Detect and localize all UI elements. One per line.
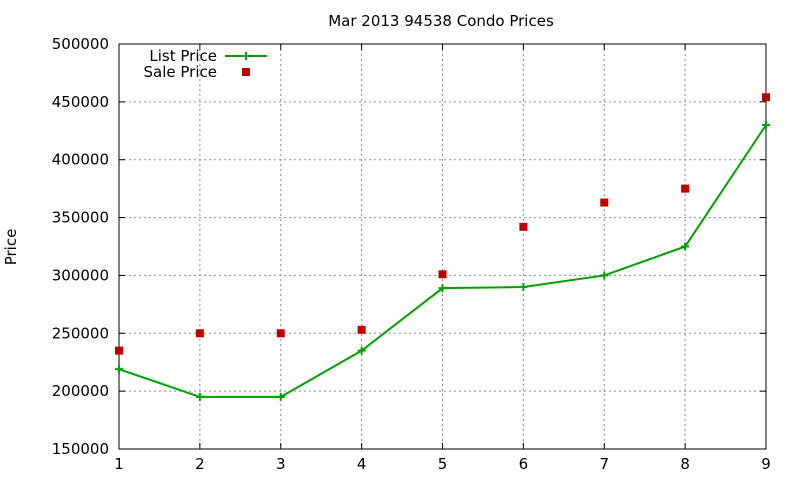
y-tick-label: 450000 — [52, 93, 109, 111]
x-tick-label: 6 — [519, 455, 529, 473]
x-tick-label: 5 — [438, 455, 448, 473]
data-point-sale-price — [600, 198, 609, 207]
legend-label-sale-price: Sale Price — [144, 63, 217, 81]
data-point-list-price — [195, 392, 204, 401]
chart-title: Mar 2013 94538 Condo Prices — [328, 12, 554, 30]
y-axis-label: Price — [2, 229, 20, 266]
series-layer — [115, 93, 770, 401]
axes: 1 2 3 4 5 6 7 8 9 150000 200000 250000 300000 350000 4… — [52, 35, 771, 473]
data-point-sale-price — [519, 222, 528, 231]
x-tick-label: 8 — [680, 455, 690, 473]
y-tick-label: 500000 — [52, 35, 109, 53]
x-tick-label: 1 — [114, 455, 124, 473]
data-point-sale-price — [276, 329, 285, 338]
data-point-list-price — [600, 271, 609, 280]
data-point-list-price — [519, 283, 528, 291]
y-tick-label: 350000 — [52, 209, 109, 227]
x-tick-label: 4 — [357, 455, 367, 473]
legend: List Price Sale Price — [144, 47, 267, 81]
y-tick-label: 300000 — [52, 266, 109, 284]
data-point-list-price — [276, 392, 285, 401]
legend-sample-sale-price-marker — [242, 68, 250, 76]
x-tick-label: 2 — [195, 455, 205, 473]
data-point-list-price — [357, 346, 366, 355]
x-tick-label: 9 — [761, 455, 771, 473]
data-point-sale-price — [115, 346, 123, 355]
data-point-list-price — [438, 284, 447, 293]
data-point-sale-price — [195, 329, 204, 338]
y-tick-label: 400000 — [52, 151, 109, 169]
y-tick-label: 250000 — [52, 324, 109, 342]
data-point-sale-price — [681, 184, 690, 193]
x-tick-label: 3 — [276, 455, 286, 473]
data-point-sale-price — [762, 93, 770, 102]
y-tick-label: 150000 — [52, 440, 109, 458]
x-tick-label: 7 — [599, 455, 609, 473]
data-point-sale-price — [438, 270, 447, 279]
legend-label-list-price: List Price — [149, 47, 217, 65]
data-point-list-price — [681, 242, 690, 251]
y-tick-label: 200000 — [52, 382, 109, 400]
data-point-list-price — [762, 121, 770, 129]
data-point-list-price — [115, 365, 123, 374]
data-point-sale-price — [357, 325, 366, 334]
